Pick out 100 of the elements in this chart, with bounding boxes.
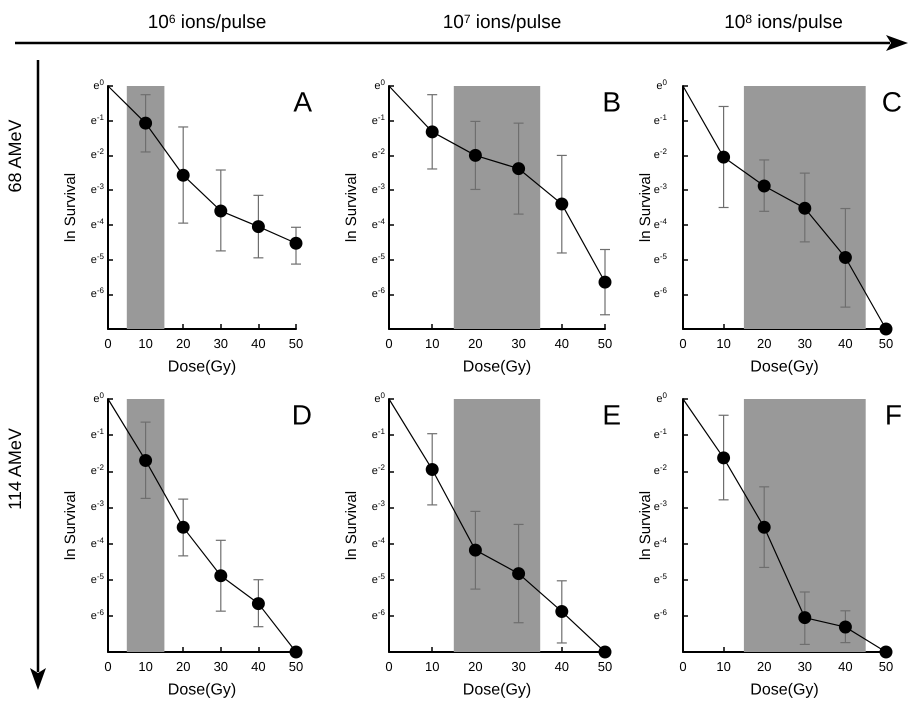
point	[468, 544, 482, 557]
y-tick-label: e$^{-6}$	[654, 286, 667, 302]
x-tick-label: 0	[385, 659, 393, 674]
y-tick-label: e$^{-4}$	[372, 536, 385, 552]
x-tick-label: 10	[424, 659, 440, 674]
y-tick-label: e$^{-2}$	[90, 147, 104, 164]
point	[176, 520, 190, 534]
point	[555, 198, 568, 211]
x-tick-label: 20	[468, 659, 483, 674]
x-axis-title: Dose(Gy)	[750, 682, 819, 698]
x-tick-label: 20	[756, 336, 772, 351]
x-tick-label: 0	[104, 336, 112, 351]
y-tick-label: e$^{-5}$	[372, 572, 385, 588]
point	[798, 202, 812, 215]
x-tick-label: 20	[176, 336, 190, 351]
point	[758, 520, 771, 534]
point	[290, 646, 302, 658]
point	[426, 125, 439, 138]
annotation: F	[884, 400, 902, 430]
y-tick-label: e$^{-3}$	[654, 499, 667, 516]
x-tick-label: 0	[104, 659, 112, 674]
x-tick-label: 40	[554, 659, 570, 674]
x-tick-label: 50	[878, 336, 894, 351]
point	[555, 605, 568, 618]
y-tick-label: e$^{-5}$	[654, 572, 667, 588]
x-axis-title: Dose(Gy)	[750, 358, 819, 376]
x-tick-label: 40	[554, 336, 570, 351]
x-tick-label: 30	[798, 336, 812, 351]
y-tick-label: e$^{-6}$	[90, 608, 104, 624]
x-tick-label: 30	[798, 659, 812, 674]
x-axis-title: Dose(Gy)	[168, 682, 236, 698]
point	[426, 462, 439, 476]
text: 68 AMeV	[5, 119, 25, 193]
y-tick-label: e$^{-6}$	[654, 608, 667, 624]
x-axis-title: Dose(Gy)	[462, 358, 532, 376]
y-tick-label: e$^{0}$	[656, 391, 667, 407]
point	[838, 250, 852, 264]
y-tick-label: e$^{-6}$	[372, 608, 385, 624]
x-tick-label: 30	[214, 336, 228, 351]
point	[214, 204, 228, 218]
y-tick-label: e$^{0}$	[93, 391, 104, 407]
annotation: D	[292, 400, 312, 430]
point	[214, 569, 228, 582]
y-tick-label: e$^{-1}$	[654, 112, 667, 129]
point	[176, 168, 190, 182]
x-tick-label: 0	[679, 659, 687, 674]
y-tick-label: e$^{-1}$	[90, 112, 104, 129]
x-tick-label: 50	[288, 336, 304, 351]
y-tick-label: e$^{-2}$	[372, 463, 385, 480]
text: 114 AMeV	[5, 428, 25, 510]
y-axis-title: ln Survival	[62, 172, 79, 242]
x-tick-label: 30	[511, 336, 526, 351]
y-tick-label: e$^{-1}$	[90, 427, 104, 444]
y-tick-label: e$^{-3}$	[372, 182, 385, 198]
y-tick-label: e$^{-3}$	[372, 499, 385, 516]
y-axis-title: ln Survival	[637, 490, 654, 560]
x-tick-label: 10	[716, 336, 731, 351]
y-tick-label: e$^{0}$	[93, 78, 104, 94]
x-tick-label: 20	[756, 659, 772, 674]
x-tick-label: 10	[138, 659, 153, 674]
y-tick-label: e$^{-2}$	[654, 463, 667, 480]
y-tick-label: e$^{-6}$	[90, 286, 104, 302]
y-tick-label: e$^{-2}$	[372, 147, 385, 164]
annotation: B	[602, 86, 622, 118]
x-axis-title: Dose(Gy)	[462, 682, 532, 698]
y-axis-title: ln Survival	[343, 490, 360, 560]
x-axis-title: Dose(Gy)	[168, 358, 236, 376]
point	[598, 276, 612, 289]
y-tick-label: e$^{0}$	[374, 391, 385, 407]
x-tick-label: 30	[214, 659, 228, 674]
x-tick-label: 20	[176, 659, 190, 674]
x-tick-label: 30	[511, 659, 526, 674]
point	[838, 620, 852, 634]
x-tick-label: 10	[716, 659, 731, 674]
y-tick-label: e$^{-1}$	[654, 427, 667, 444]
y-tick-label: e$^{-4}$	[90, 536, 104, 552]
y-tick-label: e$^{-3}$	[90, 499, 104, 516]
x-tick-label: 20	[468, 336, 483, 351]
x-tick-label: 0	[385, 336, 393, 351]
annotation: E	[602, 400, 622, 430]
annotation: A	[293, 86, 312, 118]
y-tick-label: e$^{-5}$	[372, 252, 385, 268]
y-tick-label: e$^{-5}$	[90, 252, 104, 268]
x-tick-label: 50	[598, 336, 612, 351]
point	[468, 148, 482, 162]
x-tick-label: 10	[138, 336, 153, 351]
point	[880, 322, 892, 336]
point	[598, 646, 612, 658]
x-tick-label: 40	[838, 336, 853, 351]
point	[139, 116, 152, 130]
point	[798, 611, 812, 624]
y-tick-label: e$^{-4}$	[654, 216, 667, 233]
x-tick-label: 50	[598, 659, 612, 674]
y-tick-label: e$^{-4}$	[90, 216, 104, 233]
x-tick-label: 40	[251, 659, 266, 674]
x-tick-label: 10	[424, 336, 440, 351]
point	[758, 179, 771, 192]
point	[512, 567, 526, 580]
y-tick-label: e$^{-3}$	[90, 182, 104, 198]
y-tick-label: e$^{-1}$	[372, 427, 385, 444]
